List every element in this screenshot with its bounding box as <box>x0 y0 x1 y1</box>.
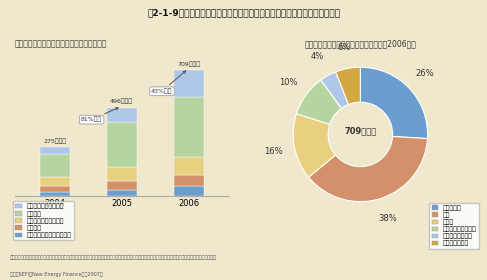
Wedge shape <box>360 67 428 139</box>
Legend: 小規模なプロジェクト, 資産投賄, 政府と企業の研究開発, 公設市場, ベンチャー企業・未公開株: 小規模なプロジェクト, 資産投賄, 政府と企業の研究開発, 公設市場, ベンチャ… <box>13 201 74 241</box>
Text: 10%: 10% <box>280 78 298 87</box>
Wedge shape <box>293 114 336 177</box>
Text: 出典：SEFI「New Energy Finance」（2007）: 出典：SEFI「New Energy Finance」（2007） <box>10 272 102 277</box>
Legend: バイオ燃料, 風力, 太陽光, バイオマスと廃棄物, その他の再生可能, その他の低炭素: バイオ燃料, 風力, 太陽光, バイオマスと廃棄物, その他の再生可能, その他… <box>429 202 479 249</box>
Bar <box>40 177 70 186</box>
Text: 81%成長: 81%成長 <box>81 108 118 122</box>
Wedge shape <box>297 80 341 124</box>
Text: 275億ドル: 275億ドル <box>43 138 66 144</box>
Text: 38%: 38% <box>378 214 397 223</box>
Wedge shape <box>336 67 360 104</box>
Text: 世界の再生可能エネルギーへの投賄額の推移: 世界の再生可能エネルギーへの投賄額の推移 <box>15 39 107 48</box>
Text: 709億ドル: 709億ドル <box>177 61 200 67</box>
Text: 16%: 16% <box>264 146 282 155</box>
Text: 43%成長: 43%成長 <box>151 71 186 94</box>
Text: 注：開示された取引を基にした統計、新規投賄のみの数値で、プライベートエクイティの買収、プロジェクトの買収、公開市場・店頭市場の取引は含まれない。: 注：開示された取引を基にした統計、新規投賄のみの数値で、プライベートエクイティの… <box>10 255 217 260</box>
Bar <box>174 157 204 175</box>
Bar <box>107 108 137 122</box>
Text: 496億ドル: 496億ドル <box>110 99 133 104</box>
Bar <box>40 186 70 192</box>
Bar <box>40 147 70 154</box>
Bar <box>174 186 204 196</box>
Text: 26%: 26% <box>416 69 434 78</box>
Text: 709億ドル: 709億ドル <box>344 127 376 136</box>
Text: 4%: 4% <box>311 52 324 61</box>
Bar <box>107 181 137 190</box>
Bar <box>107 122 137 167</box>
Bar <box>40 192 70 196</box>
Text: 図2-1-9　世界の再生可能エネルギーへの投賄額の推移と種類別の投賄割合: 図2-1-9 世界の再生可能エネルギーへの投賄額の推移と種類別の投賄割合 <box>147 8 340 17</box>
Bar <box>107 190 137 196</box>
Bar <box>40 154 70 177</box>
Bar <box>174 70 204 97</box>
Text: 6%: 6% <box>337 43 351 52</box>
Wedge shape <box>321 72 349 108</box>
Wedge shape <box>309 136 428 202</box>
Bar <box>174 97 204 157</box>
Bar <box>174 175 204 186</box>
Bar <box>107 167 137 181</box>
Title: 再生可能エネルギー種類別の投賄割合（2006年）: 再生可能エネルギー種類別の投賄割合（2006年） <box>304 39 416 48</box>
